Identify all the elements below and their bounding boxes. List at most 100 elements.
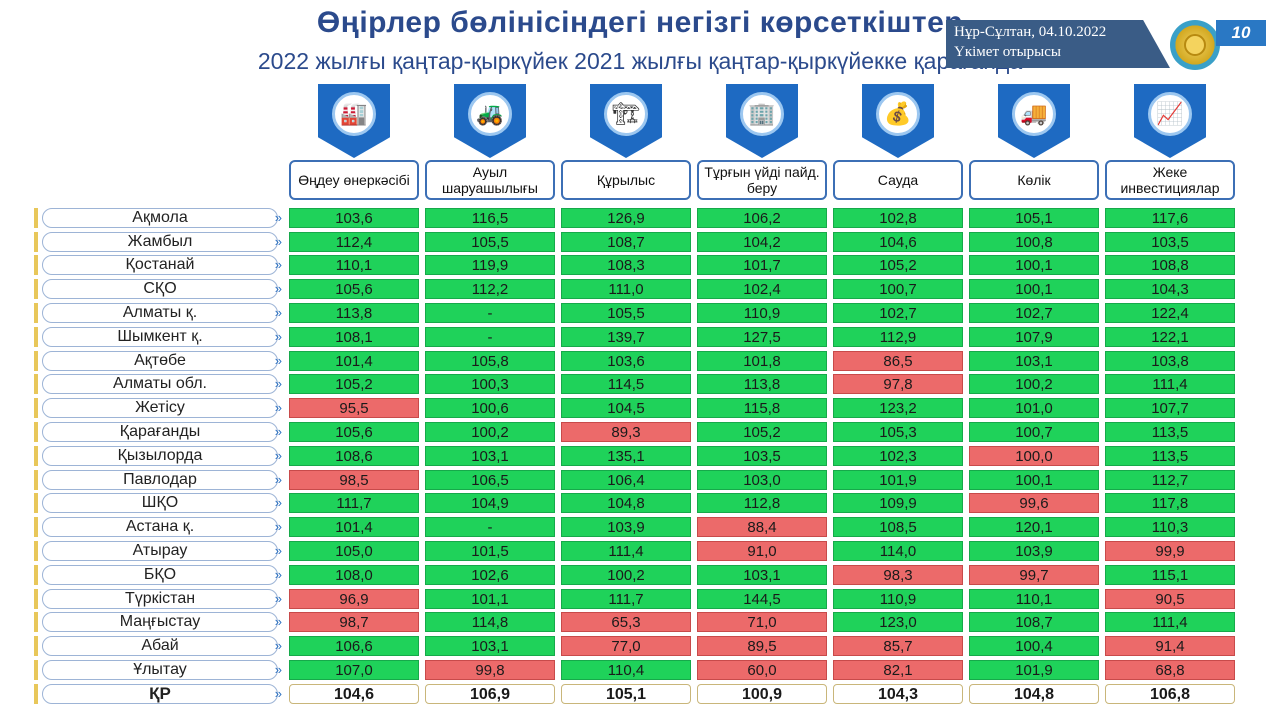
value-cell: 100,0 xyxy=(969,445,1099,466)
value-cell: 103,9 xyxy=(561,517,691,538)
value-cell: 103,8 xyxy=(1105,350,1235,371)
value-cell: 86,5 xyxy=(833,350,963,371)
value-cell: 98,5 xyxy=(289,469,419,490)
region-label: Қызылорда xyxy=(42,445,278,466)
value-cell: 105,1 xyxy=(969,207,1099,228)
chevron-right-icon: » xyxy=(274,328,282,344)
chevron-right-icon: » xyxy=(274,566,282,582)
value-cell: 106,9 xyxy=(425,683,555,704)
column-header: Сауда xyxy=(833,160,963,200)
region-cell: Ұлытау» xyxy=(34,660,286,681)
total-row: ҚР» 104,6 106,9 105,1 100,9 104,3 104,8 106,8 xyxy=(34,682,1238,706)
value-cell: 99,9 xyxy=(1105,541,1235,562)
value-cell: 104,8 xyxy=(561,493,691,514)
page-subtitle: 2022 жылғы қаңтар-қыркүйек 2021 жылғы қа… xyxy=(257,48,1023,74)
value-cell: 105,2 xyxy=(289,374,419,395)
value-cell: 101,1 xyxy=(425,588,555,609)
sector-badge: 🏢 xyxy=(726,84,798,158)
value-cell: 119,9 xyxy=(425,255,555,276)
value-cell: 112,8 xyxy=(697,493,827,514)
value-cell: 101,4 xyxy=(289,350,419,371)
value-cell: 100,7 xyxy=(833,279,963,300)
region-label: Абай xyxy=(42,636,278,657)
table-row: Павлодар» 98,5 106,5 106,4 103,0 101,9 100,1 11… xyxy=(34,468,1238,492)
video-caption-overlay: Нұр-Сұлтан, 04.10.2022 Үкімет отырысы xyxy=(946,20,1170,68)
value-cell: 100,8 xyxy=(969,231,1099,252)
table-row: Шымкент қ.» 108,1-139,7 127,5 112,9 107,9 122… xyxy=(34,325,1238,349)
value-cell: 113,5 xyxy=(1105,422,1235,443)
value-cell: 106,5 xyxy=(425,469,555,490)
region-label: Астана қ. xyxy=(42,517,278,538)
value-cell: 105,2 xyxy=(833,255,963,276)
value-cell: 106,2 xyxy=(697,207,827,228)
column-headers: Өңдеу өнеркәсібі Ауыл шаруашылығы Құрылыс Т… xyxy=(286,160,1238,200)
region-cell: Астана қ.» xyxy=(34,517,286,538)
chevron-right-icon: » xyxy=(274,614,282,630)
region-cell: Алматы қ.» xyxy=(34,303,286,324)
chevron-right-icon: » xyxy=(274,281,282,297)
chevron-right-icon: » xyxy=(274,305,282,321)
value-cell: 116,5 xyxy=(425,207,555,228)
value-cell: 110,4 xyxy=(561,660,691,681)
value-cell: 144,5 xyxy=(697,588,827,609)
region-label: ҚР xyxy=(42,683,278,704)
value-cell: 105,0 xyxy=(289,541,419,562)
value-cell: 112,2 xyxy=(425,279,555,300)
chevron-right-icon: » xyxy=(274,519,282,535)
value-cell: 99,7 xyxy=(969,564,1099,585)
table-row: Қарағанды» 105,6 100,2 89,3 105,2 105,3 100,7 1… xyxy=(34,420,1238,444)
value-cell: 114,0 xyxy=(833,541,963,562)
value-cell: 110,1 xyxy=(289,255,419,276)
region-label: Ақтөбе xyxy=(42,350,278,371)
value-cell: 126,9 xyxy=(561,207,691,228)
value-cell: 102,7 xyxy=(969,303,1099,324)
chevron-right-icon: » xyxy=(274,447,282,463)
value-cell: 120,1 xyxy=(969,517,1099,538)
region-label: Жамбыл xyxy=(42,231,278,252)
value-cell: 103,1 xyxy=(425,636,555,657)
value-cell: 95,5 xyxy=(289,398,419,419)
value-cell: 110,9 xyxy=(697,303,827,324)
region-cell: Қарағанды» xyxy=(34,422,286,443)
sector-icons: 🏭 🚜 🏗 🏢 💰 🚚 📈 xyxy=(286,84,1238,158)
value-cell: 108,0 xyxy=(289,564,419,585)
value-cell: 117,6 xyxy=(1105,207,1235,228)
value-cell: 102,4 xyxy=(697,279,827,300)
value-cell: 122,1 xyxy=(1105,326,1235,347)
chevron-right-icon: » xyxy=(274,233,282,249)
value-cell: 99,8 xyxy=(425,660,555,681)
region-label: СҚО xyxy=(42,279,278,300)
value-cell: 104,3 xyxy=(833,683,963,704)
value-cell: 105,5 xyxy=(425,231,555,252)
chevron-right-icon: » xyxy=(274,495,282,511)
money-bag-icon: 💰 xyxy=(876,92,920,136)
value-cell: 103,1 xyxy=(969,350,1099,371)
value-cell: 100,2 xyxy=(969,374,1099,395)
value-cell: 100,3 xyxy=(425,374,555,395)
chevron-right-icon: » xyxy=(274,590,282,606)
value-cell: 103,5 xyxy=(1105,231,1235,252)
value-cell: 108,7 xyxy=(969,612,1099,633)
region-cell: СҚО» xyxy=(34,279,286,300)
region-label: Қостанай xyxy=(42,255,278,276)
value-cell: 103,5 xyxy=(697,445,827,466)
value-cell: 105,6 xyxy=(289,422,419,443)
page-number: 10 xyxy=(1216,20,1266,46)
region-cell: ҚР» xyxy=(34,683,286,704)
value-cell: 60,0 xyxy=(697,660,827,681)
value-cell: 100,2 xyxy=(561,564,691,585)
value-cell: 105,8 xyxy=(425,350,555,371)
value-cell: 113,5 xyxy=(1105,445,1235,466)
region-label: ШҚО xyxy=(42,493,278,514)
value-cell: 68,8 xyxy=(1105,660,1235,681)
region-label: Атырау xyxy=(42,541,278,562)
value-cell: 111,7 xyxy=(561,588,691,609)
value-cell: 111,7 xyxy=(289,493,419,514)
value-cell: 106,8 xyxy=(1105,683,1235,704)
region-label: Шымкент қ. xyxy=(42,326,278,347)
sector-badge: 🏗 xyxy=(590,84,662,158)
table-row: Қызылорда» 108,6 103,1 135,1 103,5 102,3 100,0… xyxy=(34,444,1238,468)
value-cell: 108,1 xyxy=(289,326,419,347)
column-header: Құрылыс xyxy=(561,160,691,200)
truck-icon: 🚚 xyxy=(1012,92,1056,136)
